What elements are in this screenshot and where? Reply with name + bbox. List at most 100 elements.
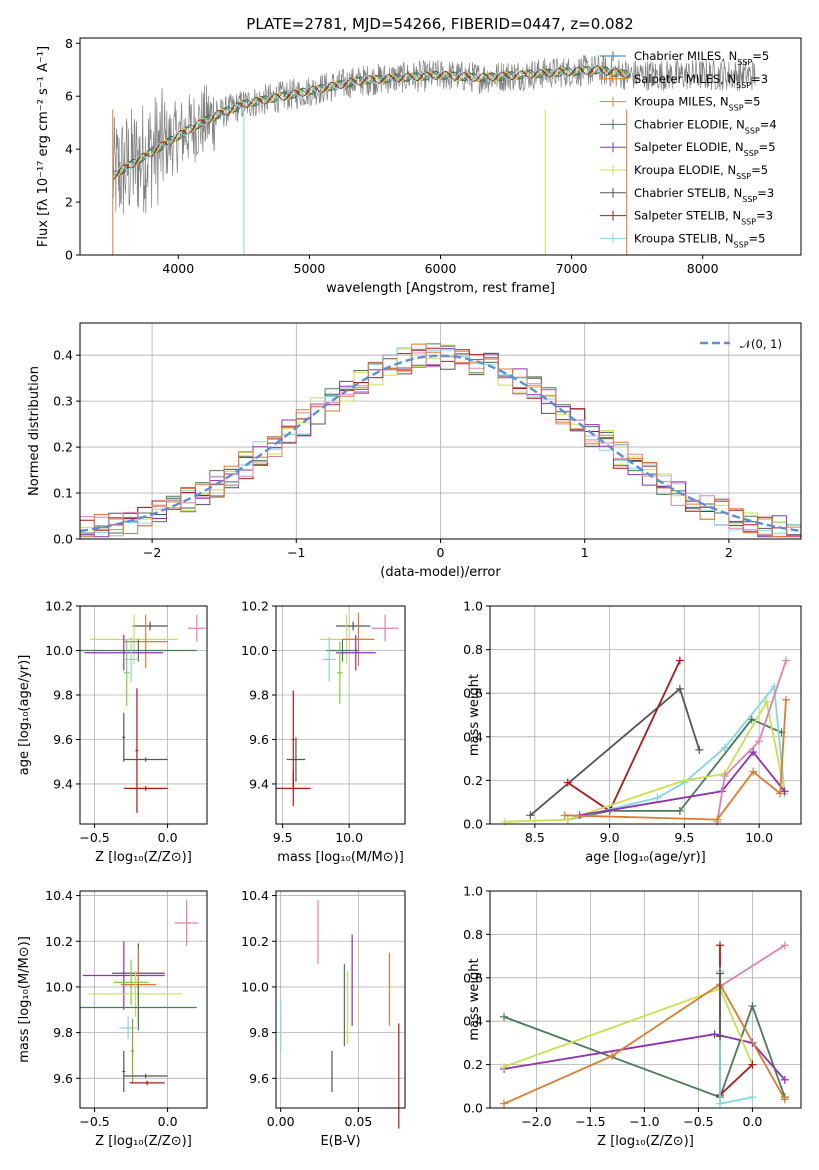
y-axis-label: Normed distribution xyxy=(27,366,42,496)
y-tick-label: 10.0 xyxy=(241,643,269,658)
y-tick-label: 0.0 xyxy=(463,817,483,832)
y-tick-label: 9.6 xyxy=(249,1071,269,1086)
y-tick-label: 0.0 xyxy=(53,532,73,547)
weight-series-line xyxy=(564,699,787,821)
x-tick-label: −0.5 xyxy=(79,1114,109,1129)
x-tick-label: 10.0 xyxy=(745,830,773,845)
plot-area xyxy=(500,656,791,826)
y-tick-label: 0.0 xyxy=(463,1101,483,1116)
x-tick-label: −1 xyxy=(287,545,305,560)
x-tick-label: 9.5 xyxy=(273,830,293,845)
axes-frame xyxy=(79,890,208,1109)
y-tick-label: 6 xyxy=(65,89,73,104)
y-axis-label: age [log₁₀(age/yr)] xyxy=(17,655,32,776)
x-axis-label: E(B-V) xyxy=(320,1134,360,1149)
legend-label: Chabrier STELIB, NSSP=3 xyxy=(634,186,774,204)
x-tick-label: 7000 xyxy=(556,261,588,276)
x-tick-label: −1.0 xyxy=(629,1114,659,1129)
weight-series-line xyxy=(529,687,701,816)
x-axis-label: age [log₁₀(age/yr)] xyxy=(585,850,706,865)
x-tick-label: −2.0 xyxy=(521,1114,551,1129)
legend-label-subscript: SSP xyxy=(736,80,751,89)
x-tick-label: 1 xyxy=(581,545,589,560)
legend-label-subscript: SSP xyxy=(734,240,749,249)
y-tick-label: 10.0 xyxy=(45,643,73,658)
x-axis-label: (data-model)/error xyxy=(380,565,501,580)
y-axis-label: mass weight xyxy=(467,958,482,1040)
legend-label: 𝒩(0, 1) xyxy=(740,337,782,351)
model-spectrum-line xyxy=(112,65,631,180)
y-axis-label: mass [log₁₀(M/M⊙)] xyxy=(17,936,32,1063)
legend-label: Kroupa STELIB, NSSP=5 xyxy=(634,231,765,249)
x-tick-label: −2 xyxy=(143,545,161,560)
age-vs-mass-panel: 9.5 10.0 9.4 9.6 9.8 10.0 10.2 mass [log₁₀(M/M⊙… xyxy=(241,599,406,865)
legend-label-subscript: SSP xyxy=(744,149,759,158)
legend-label-rest: =5 xyxy=(749,231,766,245)
legend-label-subscript: SSP xyxy=(736,172,751,181)
legend-label: Kroupa ELODIE, NSSP=5 xyxy=(634,163,768,181)
y-tick-label: 10.2 xyxy=(241,599,269,614)
legend-label-rest: =4 xyxy=(760,117,777,131)
y-tick-label: 9.8 xyxy=(53,687,73,702)
y-tick-label: 10.0 xyxy=(241,979,269,994)
y-tick-label: 10.4 xyxy=(45,888,73,903)
legend-label-subscript: SSP xyxy=(742,194,757,203)
weight-series-line xyxy=(719,944,786,988)
y-tick-label: 9.4 xyxy=(53,776,73,791)
y-tick-label: 1.0 xyxy=(463,884,483,899)
x-axis-label: Z [log₁₀(Z/Z⊙)] xyxy=(597,1134,694,1149)
x-tick-label: 8.5 xyxy=(525,830,545,845)
residual-histogram xyxy=(79,343,801,539)
legend-label-rest: =5 xyxy=(752,49,769,63)
y-axis-label: mass weight xyxy=(467,674,482,756)
y-tick-label: 0.8 xyxy=(463,927,483,942)
legend-label-rest: =5 xyxy=(744,95,761,109)
y-tick-label: 8 xyxy=(65,36,73,51)
y-axis-label: Flux [fλ 10⁻¹⁷ erg cm⁻² s⁻¹ A⁻¹] xyxy=(36,46,51,247)
plot-area xyxy=(80,614,206,813)
normal-curve xyxy=(79,354,802,533)
weight-series-line xyxy=(579,750,786,817)
y-tick-label: 0.1 xyxy=(53,486,73,501)
legend-label: Salpeter MILES, NSSP=3 xyxy=(634,72,768,90)
legend-label-rest: =5 xyxy=(759,140,776,154)
legend-label-rest: =5 xyxy=(751,163,768,177)
y-tick-label: 9.4 xyxy=(249,776,269,791)
x-tick-label: −0.5 xyxy=(79,830,109,845)
legend-label-rest: =3 xyxy=(751,72,768,86)
y-tick-label: 0.3 xyxy=(53,394,73,409)
weight-series-line xyxy=(503,983,786,1105)
x-tick-label: −0.5 xyxy=(683,1114,713,1129)
plot-area xyxy=(500,941,789,1108)
weight-vs-age-panel: 8.5 9.0 9.5 10.0 0.0 0.2 0.4 0.6 0.8 1.0 age [log₁… xyxy=(463,599,802,865)
legend-label-subscript: SSP xyxy=(737,58,752,67)
plot-area xyxy=(280,900,400,1129)
y-tick-label: 9.6 xyxy=(53,732,73,747)
plot-area xyxy=(112,54,756,255)
axes-frame xyxy=(275,605,406,825)
y-tick-label: 9.6 xyxy=(249,732,269,747)
x-tick-label: 0.0 xyxy=(158,1114,178,1129)
x-axis-label: mass [log₁₀(M/M⊙)] xyxy=(277,850,404,865)
legend-label-subscript: SSP xyxy=(729,103,744,112)
y-tick-label: 0.4 xyxy=(53,348,73,363)
y-tick-label: 0 xyxy=(65,248,73,263)
y-tick-label: 10.2 xyxy=(241,934,269,949)
legend-label: Kroupa MILES, NSSP=5 xyxy=(634,95,760,113)
y-tick-label: 0.6 xyxy=(463,686,483,701)
y-tick-label: 0.6 xyxy=(463,970,483,985)
y-tick-label: 4 xyxy=(65,142,73,157)
weight-vs-metallicity-panel: −2.0 −1.5 −1.0 −0.5 0.0 0.0 0.2 0.4 0.6 0.8 1.0 Z [… xyxy=(463,884,802,1149)
x-tick-label: 10.0 xyxy=(335,830,363,845)
legend-label-rest: =3 xyxy=(756,209,773,223)
legend-label: Salpeter STELIB, NSSP=3 xyxy=(634,209,773,227)
x-tick-label: 0 xyxy=(437,545,445,560)
x-axis-label: Z [log₁₀(Z/Z⊙)] xyxy=(95,1134,192,1149)
legend-label-subscript: SSP xyxy=(745,126,760,135)
y-tick-label: 9.8 xyxy=(53,1025,73,1040)
legend-label-rest: =3 xyxy=(757,186,774,200)
residuals-panel: −2 −1 0 1 2 0.0 0.1 0.2 0.3 0.4 (data-model)/error… xyxy=(27,322,802,580)
y-tick-label: 0.8 xyxy=(463,642,483,657)
x-tick-label: 9.0 xyxy=(600,830,620,845)
